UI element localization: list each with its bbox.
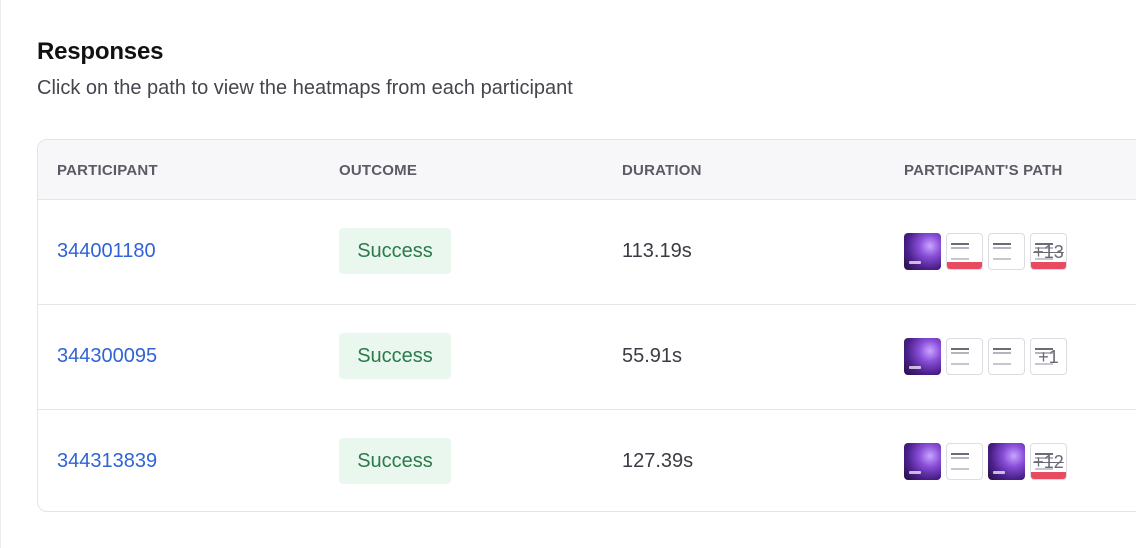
duration-value: 127.39s xyxy=(622,450,694,472)
path-more-count: +12 xyxy=(1033,452,1064,472)
column-header-path: PARTICIPANT'S PATH xyxy=(904,162,1063,179)
path-more-thumbnail[interactable]: +1 xyxy=(1030,338,1067,375)
path-more-thumbnail[interactable]: +13 xyxy=(1030,233,1067,270)
table-row: 344300095 Success 55.91s +1 xyxy=(38,305,1136,410)
path-thumbnail[interactable] xyxy=(904,338,941,375)
column-header-participant: PARTICIPANT xyxy=(57,162,158,179)
table-header: PARTICIPANT OUTCOME DURATION PARTICIPANT… xyxy=(38,140,1136,200)
path-more-count: +1 xyxy=(1038,347,1059,367)
duration-value: 113.19s xyxy=(622,240,692,262)
column-header-outcome: OUTCOME xyxy=(339,162,418,179)
column-header-duration: DURATION xyxy=(622,162,702,179)
path-thumbnail[interactable] xyxy=(988,338,1025,375)
responses-table: PARTICIPANT OUTCOME DURATION PARTICIPANT… xyxy=(37,139,1136,512)
page-title: Responses xyxy=(37,38,164,65)
path-thumbnail[interactable] xyxy=(946,233,983,270)
participant-link[interactable]: 344300095 xyxy=(57,345,158,367)
path-thumbnail[interactable] xyxy=(904,233,941,270)
participant-path[interactable]: +1 xyxy=(904,338,1067,376)
path-thumbnail[interactable] xyxy=(946,443,983,480)
participant-link[interactable]: 344313839 xyxy=(57,450,158,472)
path-more-thumbnail[interactable]: +12 xyxy=(1030,443,1067,480)
page-subtitle: Click on the path to view the heatmaps f… xyxy=(37,77,573,99)
outcome-badge: Success xyxy=(339,228,451,274)
path-thumbnail[interactable] xyxy=(946,338,983,375)
duration-value: 55.91s xyxy=(622,345,683,367)
participant-path[interactable]: +13 xyxy=(904,233,1067,271)
path-more-count: +13 xyxy=(1033,242,1064,262)
path-thumbnail[interactable] xyxy=(988,443,1025,480)
participant-link[interactable]: 344001180 xyxy=(57,240,156,262)
outcome-badge: Success xyxy=(339,333,451,379)
path-thumbnail[interactable] xyxy=(988,233,1025,270)
table-row: 344001180 Success 113.19s +13 xyxy=(38,200,1136,305)
path-thumbnail[interactable] xyxy=(904,443,941,480)
participant-path[interactable]: +12 xyxy=(904,443,1067,481)
table-row: 344313839 Success 127.39s +12 xyxy=(38,410,1136,511)
outcome-badge: Success xyxy=(339,438,451,484)
